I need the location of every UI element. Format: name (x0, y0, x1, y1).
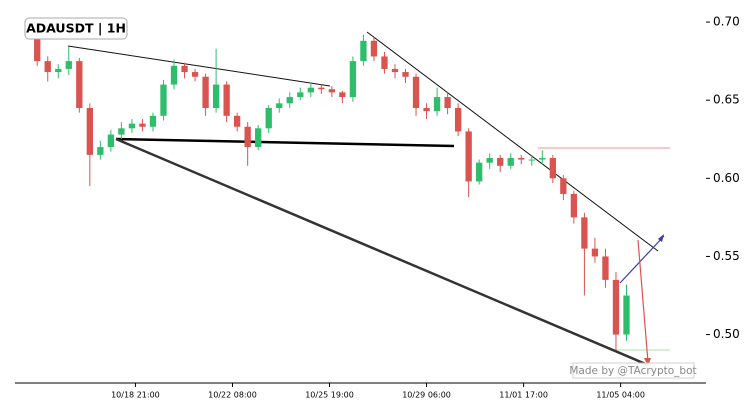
candle-body (233, 115, 241, 127)
candle-body (423, 108, 430, 112)
candle-body (86, 108, 93, 155)
candle-body (55, 68, 62, 73)
candle-body (297, 92, 304, 98)
y-tick-label: 0.70 (713, 15, 740, 29)
y-tick-label: 0.50 (713, 327, 740, 341)
candle-body (402, 72, 409, 77)
candle-body (149, 115, 157, 127)
y-tick-label: 0.60 (713, 171, 740, 185)
candle-body (391, 68, 399, 73)
candle-body (507, 158, 514, 166)
candle-body (160, 84, 167, 116)
candle-body (97, 147, 104, 155)
candle-body (497, 158, 504, 166)
candle-body (370, 40, 378, 57)
y-tick-label: 0.55 (713, 249, 740, 263)
candle-body (518, 158, 525, 160)
candle-body (181, 65, 188, 73)
candle-body (454, 108, 462, 132)
arrow-head (644, 358, 651, 366)
candle-body (139, 123, 146, 127)
candle-body (307, 87, 314, 93)
candle-body (244, 126, 251, 148)
candle-body (118, 128, 125, 135)
candle-body (623, 295, 630, 335)
title-box (24, 17, 128, 40)
x-tick-label: 11/01 17:00 (499, 391, 548, 400)
candle-body (360, 40, 367, 62)
candle-body (570, 193, 578, 218)
candle-body (581, 217, 588, 249)
y-tick-label: 0.65 (713, 93, 740, 107)
candle-body (34, 37, 41, 62)
candle-body (433, 97, 441, 112)
candle-body (65, 61, 72, 69)
trend-line (67, 45, 331, 87)
candle-body (560, 178, 567, 194)
candle-body (381, 56, 388, 69)
candle-body (349, 61, 357, 98)
candle-body (318, 87, 325, 90)
trend-line (115, 137, 649, 367)
plot-area (34, 34, 630, 351)
candle-body (76, 61, 83, 108)
candle-body (286, 97, 293, 104)
candle-body (539, 158, 546, 160)
candle-body (170, 65, 178, 85)
candle-body (191, 72, 199, 77)
x-tick-label: 10/18 21:00 (111, 391, 160, 400)
arrow-head (658, 234, 664, 242)
projection-arrow (637, 239, 649, 363)
candle-body (223, 84, 230, 116)
candle-body (128, 123, 136, 129)
chart-title: ADAUSDT | 1H (26, 21, 126, 36)
x-tick-label: 11/05 04:00 (596, 391, 645, 400)
x-tick-label: 10/29 06:00 (402, 391, 451, 400)
candle-body (276, 103, 283, 108)
candle-body (602, 256, 609, 280)
candle-body (465, 131, 472, 182)
candle-body (255, 128, 262, 148)
candle-body (486, 158, 493, 163)
candle-body (528, 159, 535, 161)
projection-arrow (619, 235, 665, 284)
x-tick-label: 10/25 19:00 (305, 391, 354, 400)
candle-body (412, 76, 420, 108)
x-tick-label: 10/22 08:00 (208, 391, 257, 400)
candle-body (202, 76, 209, 108)
candle-body (444, 97, 451, 108)
candle-body (44, 61, 51, 73)
candle-body (107, 134, 115, 148)
watermark: Made by @TAcrypto_bot (569, 365, 696, 377)
candle-body (549, 158, 556, 179)
trend-line (115, 137, 455, 148)
trend-lines (67, 31, 670, 367)
trend-line (366, 31, 659, 252)
candle-body (212, 84, 220, 108)
watermark-box (572, 362, 695, 379)
candle-body (612, 279, 620, 335)
candle-body (328, 89, 336, 93)
candle-body (591, 248, 599, 257)
candle-body (265, 108, 272, 129)
candle-body (476, 162, 483, 182)
candle-body (339, 92, 346, 98)
